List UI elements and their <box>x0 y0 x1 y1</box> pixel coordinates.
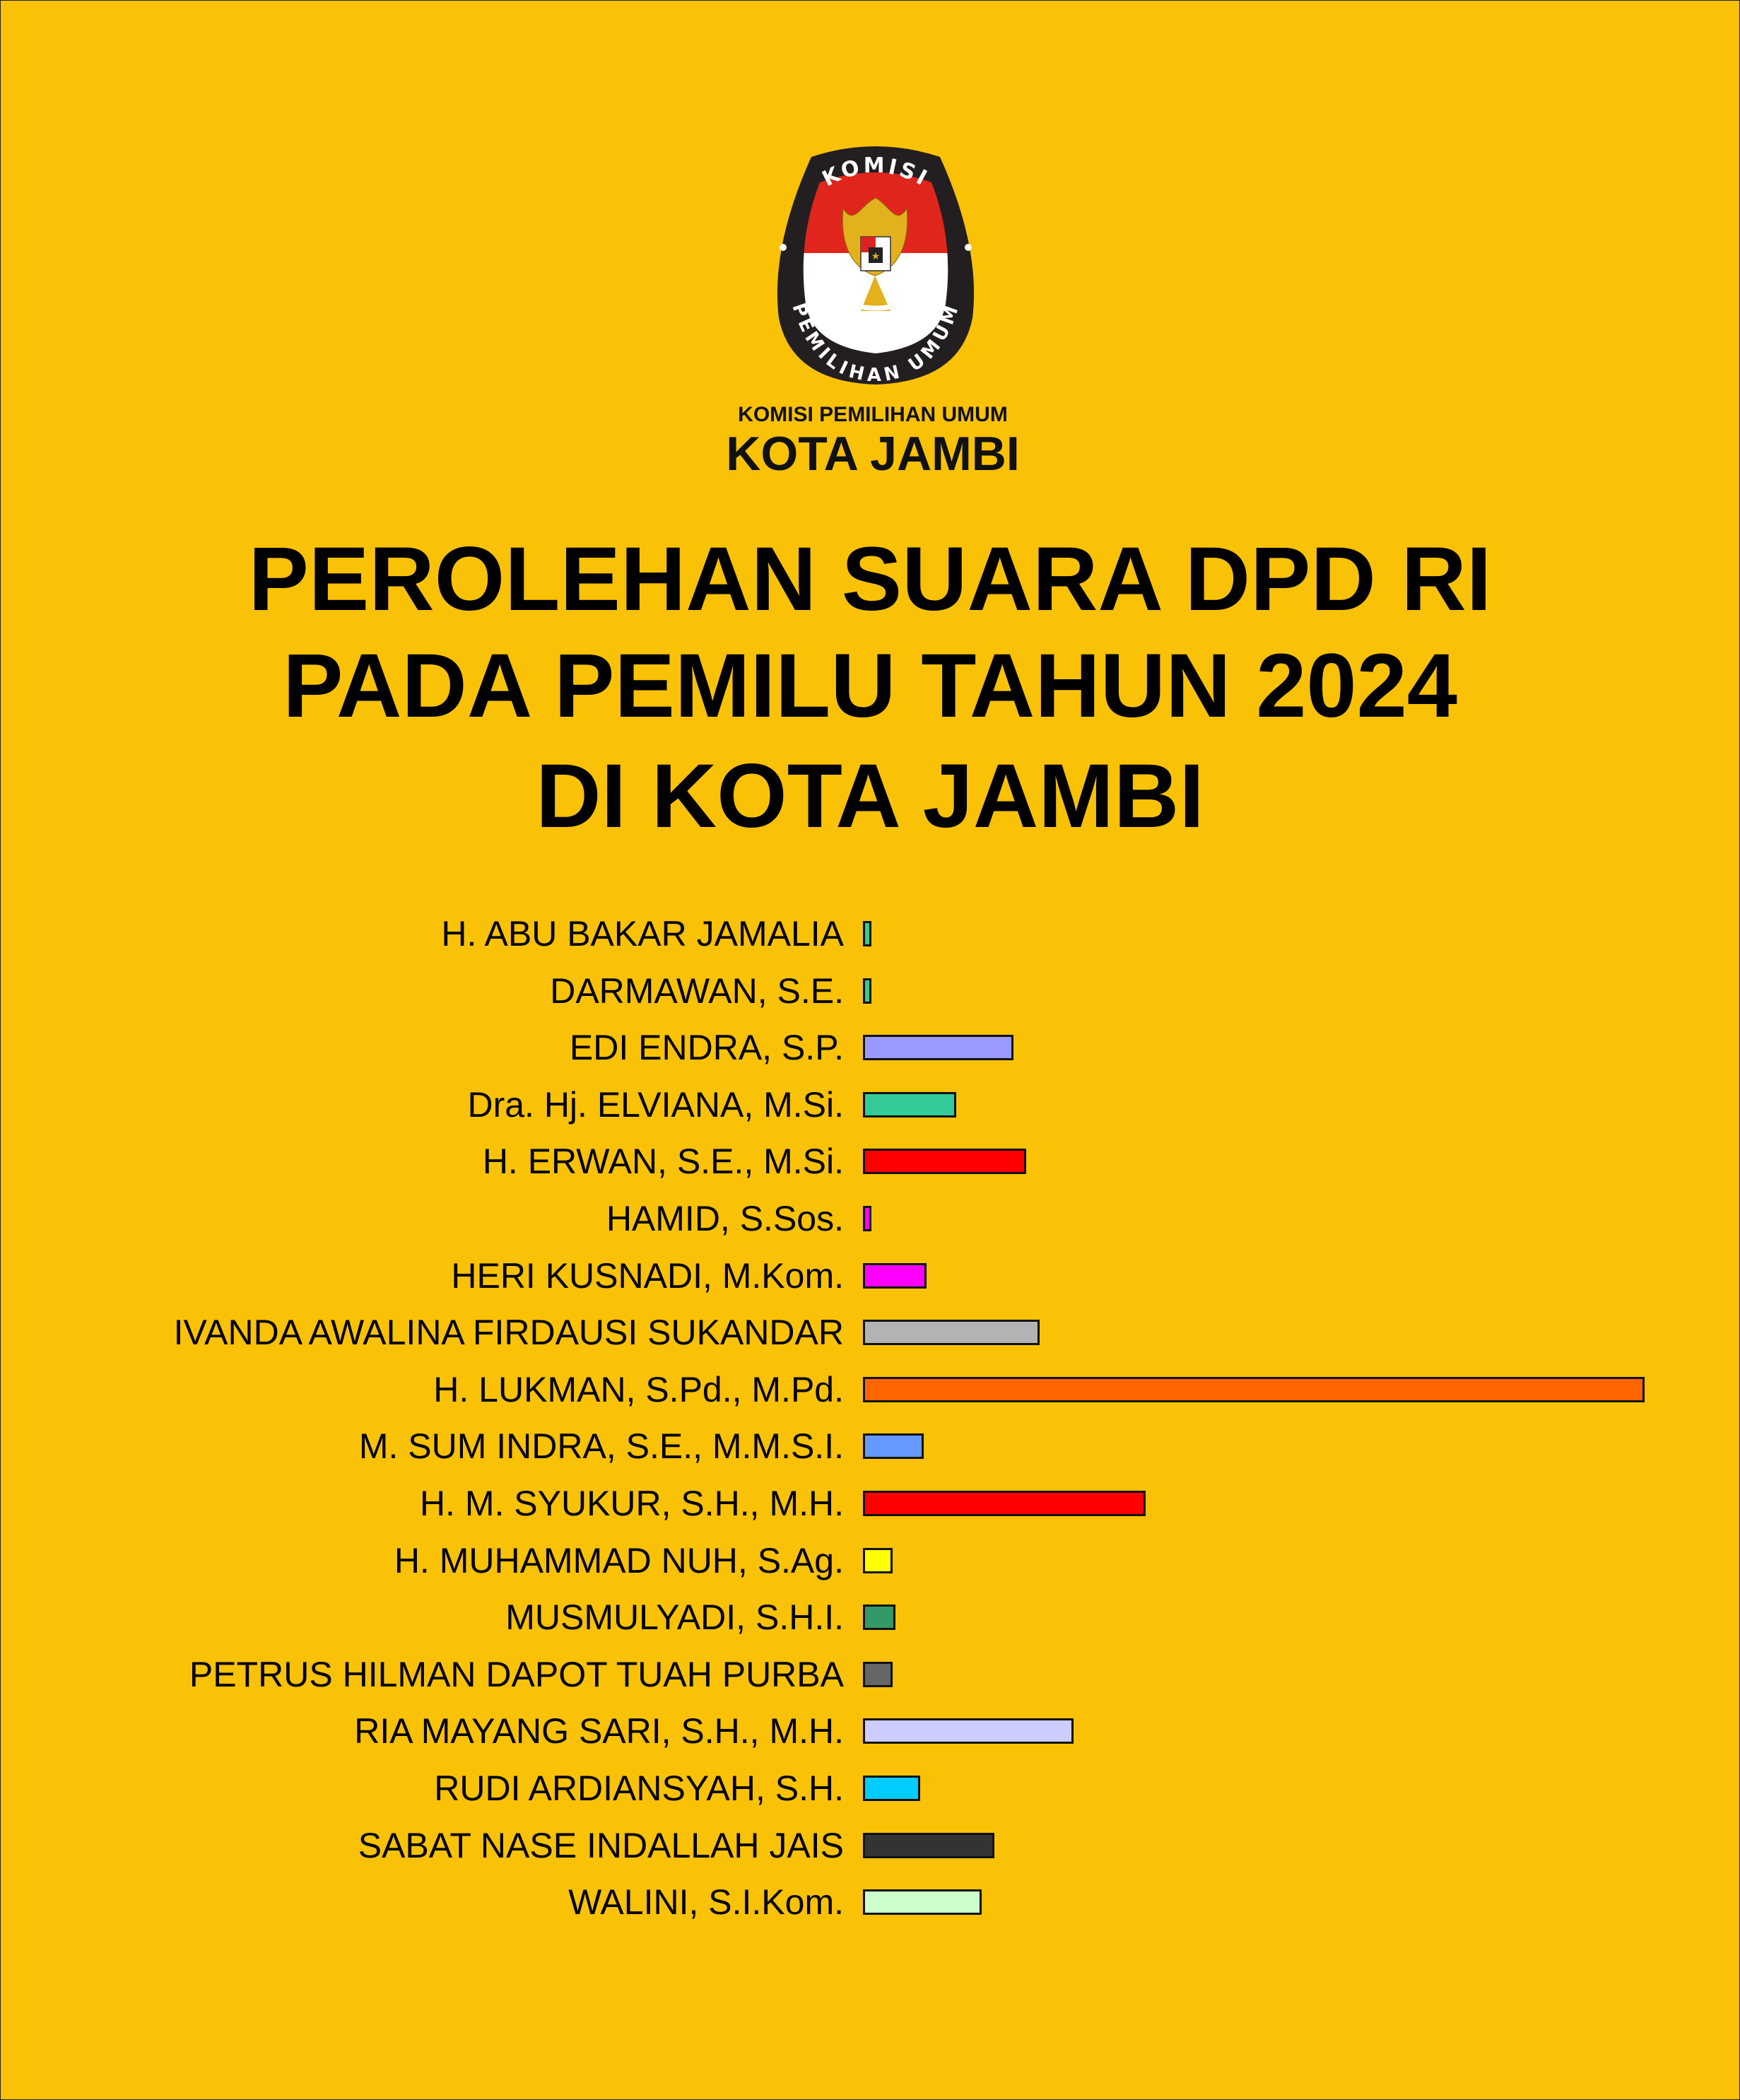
bar <box>863 1206 872 1231</box>
category-label: HERI KUSNADI, M.Kom. <box>451 1255 844 1296</box>
bar <box>863 1547 893 1573</box>
kpu-logo: ★ KOMISI PEMILIHAN UMUM <box>777 146 975 386</box>
category-label: IVANDA AWALINA FIRDAUSI SUKANDAR <box>173 1313 844 1353</box>
category-label: WALINI, S.I.Kom. <box>568 1882 844 1923</box>
category-label: H. ERWAN, S.E., M.Si. <box>482 1142 844 1182</box>
chart-title-line-1: PEROLEHAN SUARA DPD RI <box>248 529 1492 630</box>
category-label: RIA MAYANG SARI, S.H., M.H. <box>354 1711 844 1752</box>
category-label: SABAT NASE INDALLAH JAIS <box>358 1825 844 1865</box>
bar <box>863 1661 893 1687</box>
bar <box>863 1433 924 1460</box>
bar <box>863 1091 956 1118</box>
chart-title-line-3: DI KOTA JAMBI <box>536 746 1204 847</box>
bar <box>863 1320 1040 1346</box>
category-label: DARMAWAN, S.E. <box>550 970 844 1011</box>
category-label: M. SUM INDRA, S.E., M.M.S.I. <box>358 1426 844 1467</box>
bar <box>863 1776 920 1801</box>
category-label: Dra. Hj. ELVIANA, M.Si. <box>467 1084 844 1125</box>
bar <box>863 1376 1645 1402</box>
garuda-emblem-icon: ★ <box>833 197 919 311</box>
chart-title-line-2: PADA PEMILU TAHUN 2024 <box>283 635 1457 737</box>
svg-text:★: ★ <box>871 250 881 262</box>
bar <box>863 1605 896 1631</box>
category-label: RUDI ARDIANSYAH, S.H. <box>434 1768 844 1808</box>
category-label: H. M. SYUKUR, S.H., M.H. <box>419 1484 844 1523</box>
org-city: KOTA JAMBI <box>726 427 1020 481</box>
category-label: MUSMULYADI, S.H.I. <box>505 1597 844 1638</box>
bar <box>863 921 872 946</box>
bar <box>863 1832 994 1858</box>
category-label: HAMID, S.Sos. <box>606 1199 844 1238</box>
bar <box>863 1035 1014 1061</box>
category-label: H. LUKMAN, S.Pd., M.Pd. <box>433 1369 844 1409</box>
bar <box>863 1718 1074 1744</box>
category-label: H. ABU BAKAR JAMALIA <box>441 914 844 954</box>
category-label: PETRUS HILMAN DAPOT TUAH PURBA <box>189 1654 844 1694</box>
category-label: H. MUHAMMAD NUH, S.Ag. <box>394 1540 844 1580</box>
category-label: EDI ENDRA, S.P. <box>569 1028 844 1068</box>
bar <box>863 978 872 1004</box>
bar <box>863 1262 927 1289</box>
org-name: KOMISI PEMILIHAN UMUM <box>738 403 1008 426</box>
bar <box>863 1149 1027 1175</box>
bar <box>863 1491 1146 1516</box>
bar <box>863 1889 982 1916</box>
